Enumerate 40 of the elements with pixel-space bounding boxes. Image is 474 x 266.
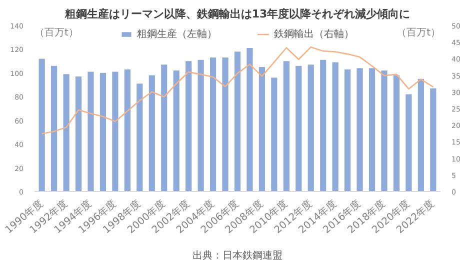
line-series <box>41 46 434 134</box>
source-note: 出典：日本鉄鋼連盟 <box>192 250 282 262</box>
y2-axis-title: （百万t） <box>396 28 440 38</box>
bar <box>418 78 424 192</box>
bar <box>75 76 82 192</box>
bar <box>148 75 155 192</box>
bar <box>332 62 338 192</box>
bar <box>308 64 314 192</box>
bar <box>51 66 58 192</box>
bar <box>258 67 266 192</box>
bar <box>320 60 326 192</box>
bar <box>222 58 228 192</box>
legend-label: 鉄鋼輸出（右軸） <box>274 28 354 41</box>
bar <box>356 68 363 192</box>
bar <box>368 68 376 192</box>
bar <box>283 61 290 192</box>
bar <box>186 61 192 192</box>
bar <box>124 69 130 192</box>
bar <box>198 60 204 192</box>
bar <box>296 66 302 192</box>
bar <box>88 72 94 192</box>
bar <box>381 70 388 192</box>
bar <box>63 74 70 192</box>
bar <box>393 75 400 192</box>
bar <box>271 78 278 192</box>
chart-title: 粗鋼生産はリーマン以降、鉄鋼輸出は13年度以降それぞれ減少傾向に <box>64 8 410 20</box>
bar <box>210 58 216 192</box>
bar <box>246 48 253 192</box>
bar <box>161 64 168 192</box>
bar <box>38 58 45 192</box>
bar <box>100 72 106 192</box>
bar <box>406 94 412 192</box>
legend-label: 粗鋼生産（左軸） <box>137 28 217 41</box>
bar <box>234 52 241 192</box>
bar <box>136 84 143 192</box>
bar <box>430 88 436 192</box>
bar <box>173 70 180 192</box>
y-axis-title: （百万t） <box>34 28 78 38</box>
bar <box>344 69 351 192</box>
bar <box>112 72 118 192</box>
